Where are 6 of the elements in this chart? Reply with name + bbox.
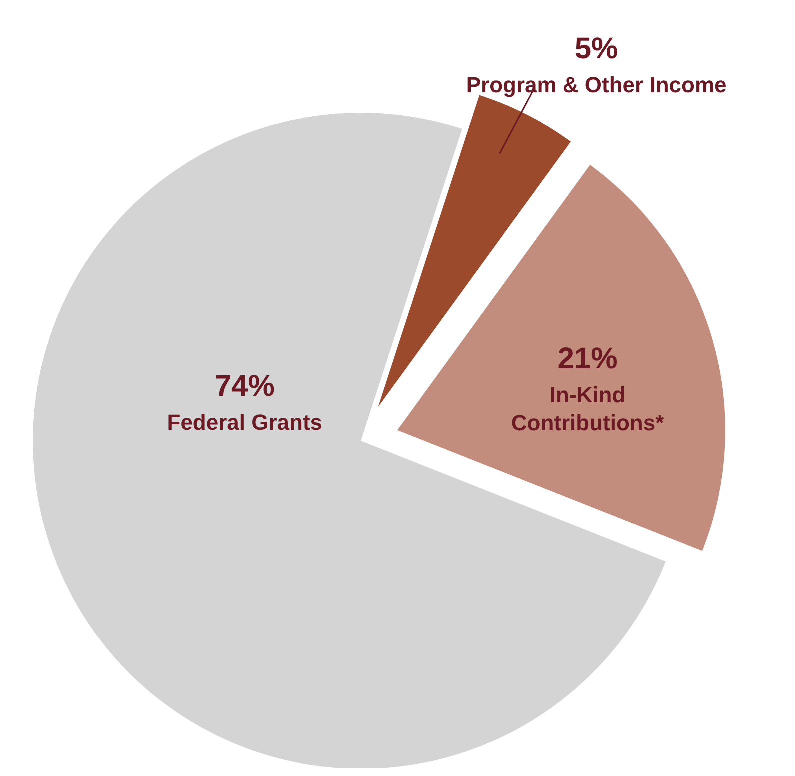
- slice-label: Program & Other Income: [466, 72, 727, 98]
- slice-label: In-Kind Contributions*: [511, 382, 665, 436]
- data-label: 5%: [574, 32, 618, 66]
- data-label: 21%: [558, 342, 618, 376]
- data-label: 74%: [214, 370, 275, 403]
- slice-label: Federal Grants: [167, 410, 323, 435]
